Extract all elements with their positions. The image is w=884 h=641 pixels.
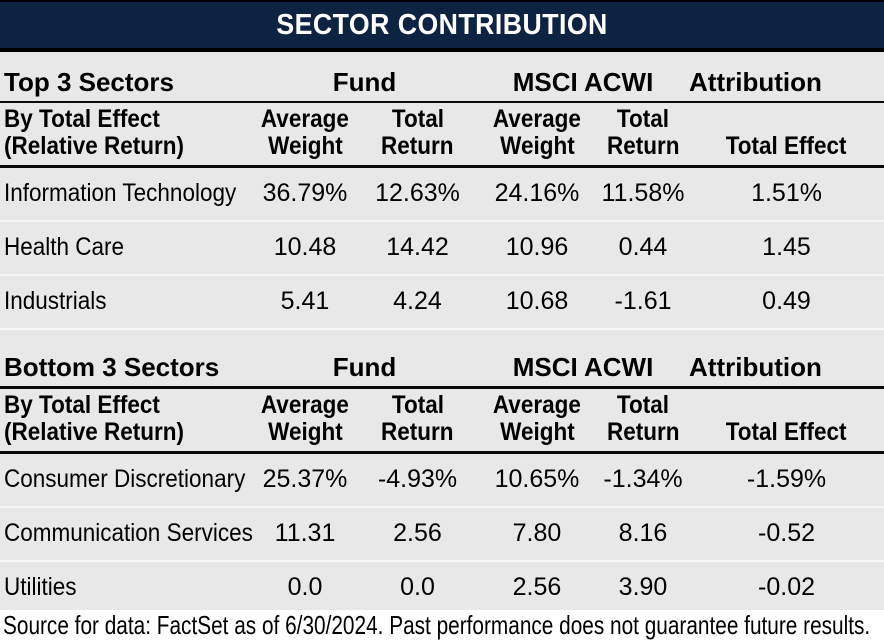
table-row: Consumer Discretionary 25.37% -4.93% 10.…: [0, 452, 884, 508]
table-row: Health Care 10.48 14.42 10.96 0.44 1.45: [0, 221, 884, 276]
fund-average-weight-cell: 10.48: [252, 221, 358, 276]
bottom-by-total-effect-label: By Total Effect (Relative Return): [0, 387, 252, 454]
table-row: Industrials 5.41 4.24 10.68 -1.61 0.49: [0, 275, 884, 330]
bottom-fund-total-return-header: Total Return: [358, 387, 477, 454]
top-benchmark-total-return-header: Total Return: [597, 102, 690, 168]
benchmark-total-return-cell: -1.34%: [597, 452, 690, 508]
sector-name-cell: Information Technology: [0, 166, 252, 222]
sector-name-cell: Utilities: [0, 561, 252, 616]
benchmark-total-return-cell: 3.90: [597, 561, 690, 616]
fund-average-weight-cell: 11.31: [252, 507, 358, 562]
total-effect-cell: 0.49: [689, 275, 884, 330]
source-note: Source for data: FactSet as of 6/30/2024…: [3, 610, 871, 640]
fund-average-weight-cell: 36.79%: [252, 166, 358, 222]
sector-name-cell: Industrials: [0, 275, 252, 330]
table-row: Communication Services 11.31 2.56 7.80 8…: [0, 507, 884, 562]
bottom-benchmark-header: MSCI ACWI: [477, 330, 690, 389]
benchmark-average-weight-cell: 10.65%: [477, 452, 597, 508]
top-group-header-row: Top 3 Sectors Fund MSCI ACWI Attribution: [0, 52, 884, 103]
top-fund-average-weight-header: Average Weight: [252, 102, 358, 168]
total-effect-cell: 1.51%: [689, 166, 884, 222]
total-effect-cell: -1.59%: [689, 452, 884, 508]
top-fund-total-return-header: Total Return: [358, 102, 477, 168]
page-title: SECTOR CONTRIBUTION: [276, 8, 608, 41]
benchmark-average-weight-cell: 7.80: [477, 507, 597, 562]
benchmark-average-weight-cell: 24.16%: [477, 166, 597, 222]
fund-total-return-cell: 2.56: [358, 507, 477, 562]
benchmark-total-return-cell: -1.61: [597, 275, 690, 330]
title-banner: SECTOR CONTRIBUTION: [0, 0, 884, 52]
bottom-total-effect-header: Total Effect: [689, 387, 884, 454]
bottom-fund-average-weight-header: Average Weight: [252, 387, 358, 454]
benchmark-average-weight-cell: 2.56: [477, 561, 597, 616]
source-note-bar: Source for data: FactSet as of 6/30/2024…: [0, 610, 884, 641]
sector-contribution-panel: Top 3 Sectors Fund MSCI ACWI Attribution…: [0, 52, 884, 616]
benchmark-average-weight-cell: 10.68: [477, 275, 597, 330]
bottom-sectors-table: Bottom 3 Sectors Fund MSCI ACWI Attribut…: [0, 330, 884, 616]
benchmark-total-return-cell: 8.16: [597, 507, 690, 562]
total-effect-cell: -0.52: [689, 507, 884, 562]
top-section-label: Top 3 Sectors: [0, 52, 252, 103]
benchmark-total-return-cell: 0.44: [597, 221, 690, 276]
benchmark-total-return-cell: 11.58%: [597, 166, 690, 222]
bottom-attribution-header: Attribution: [689, 330, 884, 389]
benchmark-average-weight-cell: 10.96: [477, 221, 597, 276]
fund-average-weight-cell: 25.37%: [252, 452, 358, 508]
top-benchmark-header: MSCI ACWI: [477, 52, 690, 103]
top-benchmark-average-weight-header: Average Weight: [477, 102, 597, 168]
bottom-column-header-row: By Total Effect (Relative Return) Averag…: [0, 387, 884, 454]
bottom-group-header-row: Bottom 3 Sectors Fund MSCI ACWI Attribut…: [0, 330, 884, 389]
top-fund-header: Fund: [252, 52, 477, 103]
fund-average-weight-cell: 0.0: [252, 561, 358, 616]
top-attribution-header: Attribution: [689, 52, 884, 103]
fund-total-return-cell: 14.42: [358, 221, 477, 276]
bottom-benchmark-average-weight-header: Average Weight: [477, 387, 597, 454]
bottom-section-label: Bottom 3 Sectors: [0, 330, 252, 389]
total-effect-cell: -0.02: [689, 561, 884, 616]
bottom-fund-header: Fund: [252, 330, 477, 389]
fund-average-weight-cell: 5.41: [252, 275, 358, 330]
bottom-benchmark-total-return-header: Total Return: [597, 387, 690, 454]
top-total-effect-header: Total Effect: [689, 102, 884, 168]
sector-name-cell: Consumer Discretionary: [0, 452, 252, 508]
top-column-header-row: By Total Effect (Relative Return) Averag…: [0, 102, 884, 168]
sector-name-cell: Health Care: [0, 221, 252, 276]
fund-total-return-cell: 4.24: [358, 275, 477, 330]
total-effect-cell: 1.45: [689, 221, 884, 276]
top-by-total-effect-label: By Total Effect (Relative Return): [0, 102, 252, 168]
fund-total-return-cell: 12.63%: [358, 166, 477, 222]
table-row: Information Technology 36.79% 12.63% 24.…: [0, 166, 884, 222]
sector-name-cell: Communication Services: [0, 507, 253, 562]
table-row: Utilities 0.0 0.0 2.56 3.90 -0.02: [0, 561, 884, 616]
fund-total-return-cell: 0.0: [358, 561, 477, 616]
fund-total-return-cell: -4.93%: [358, 452, 477, 508]
top-sectors-table: Top 3 Sectors Fund MSCI ACWI Attribution…: [0, 52, 884, 330]
